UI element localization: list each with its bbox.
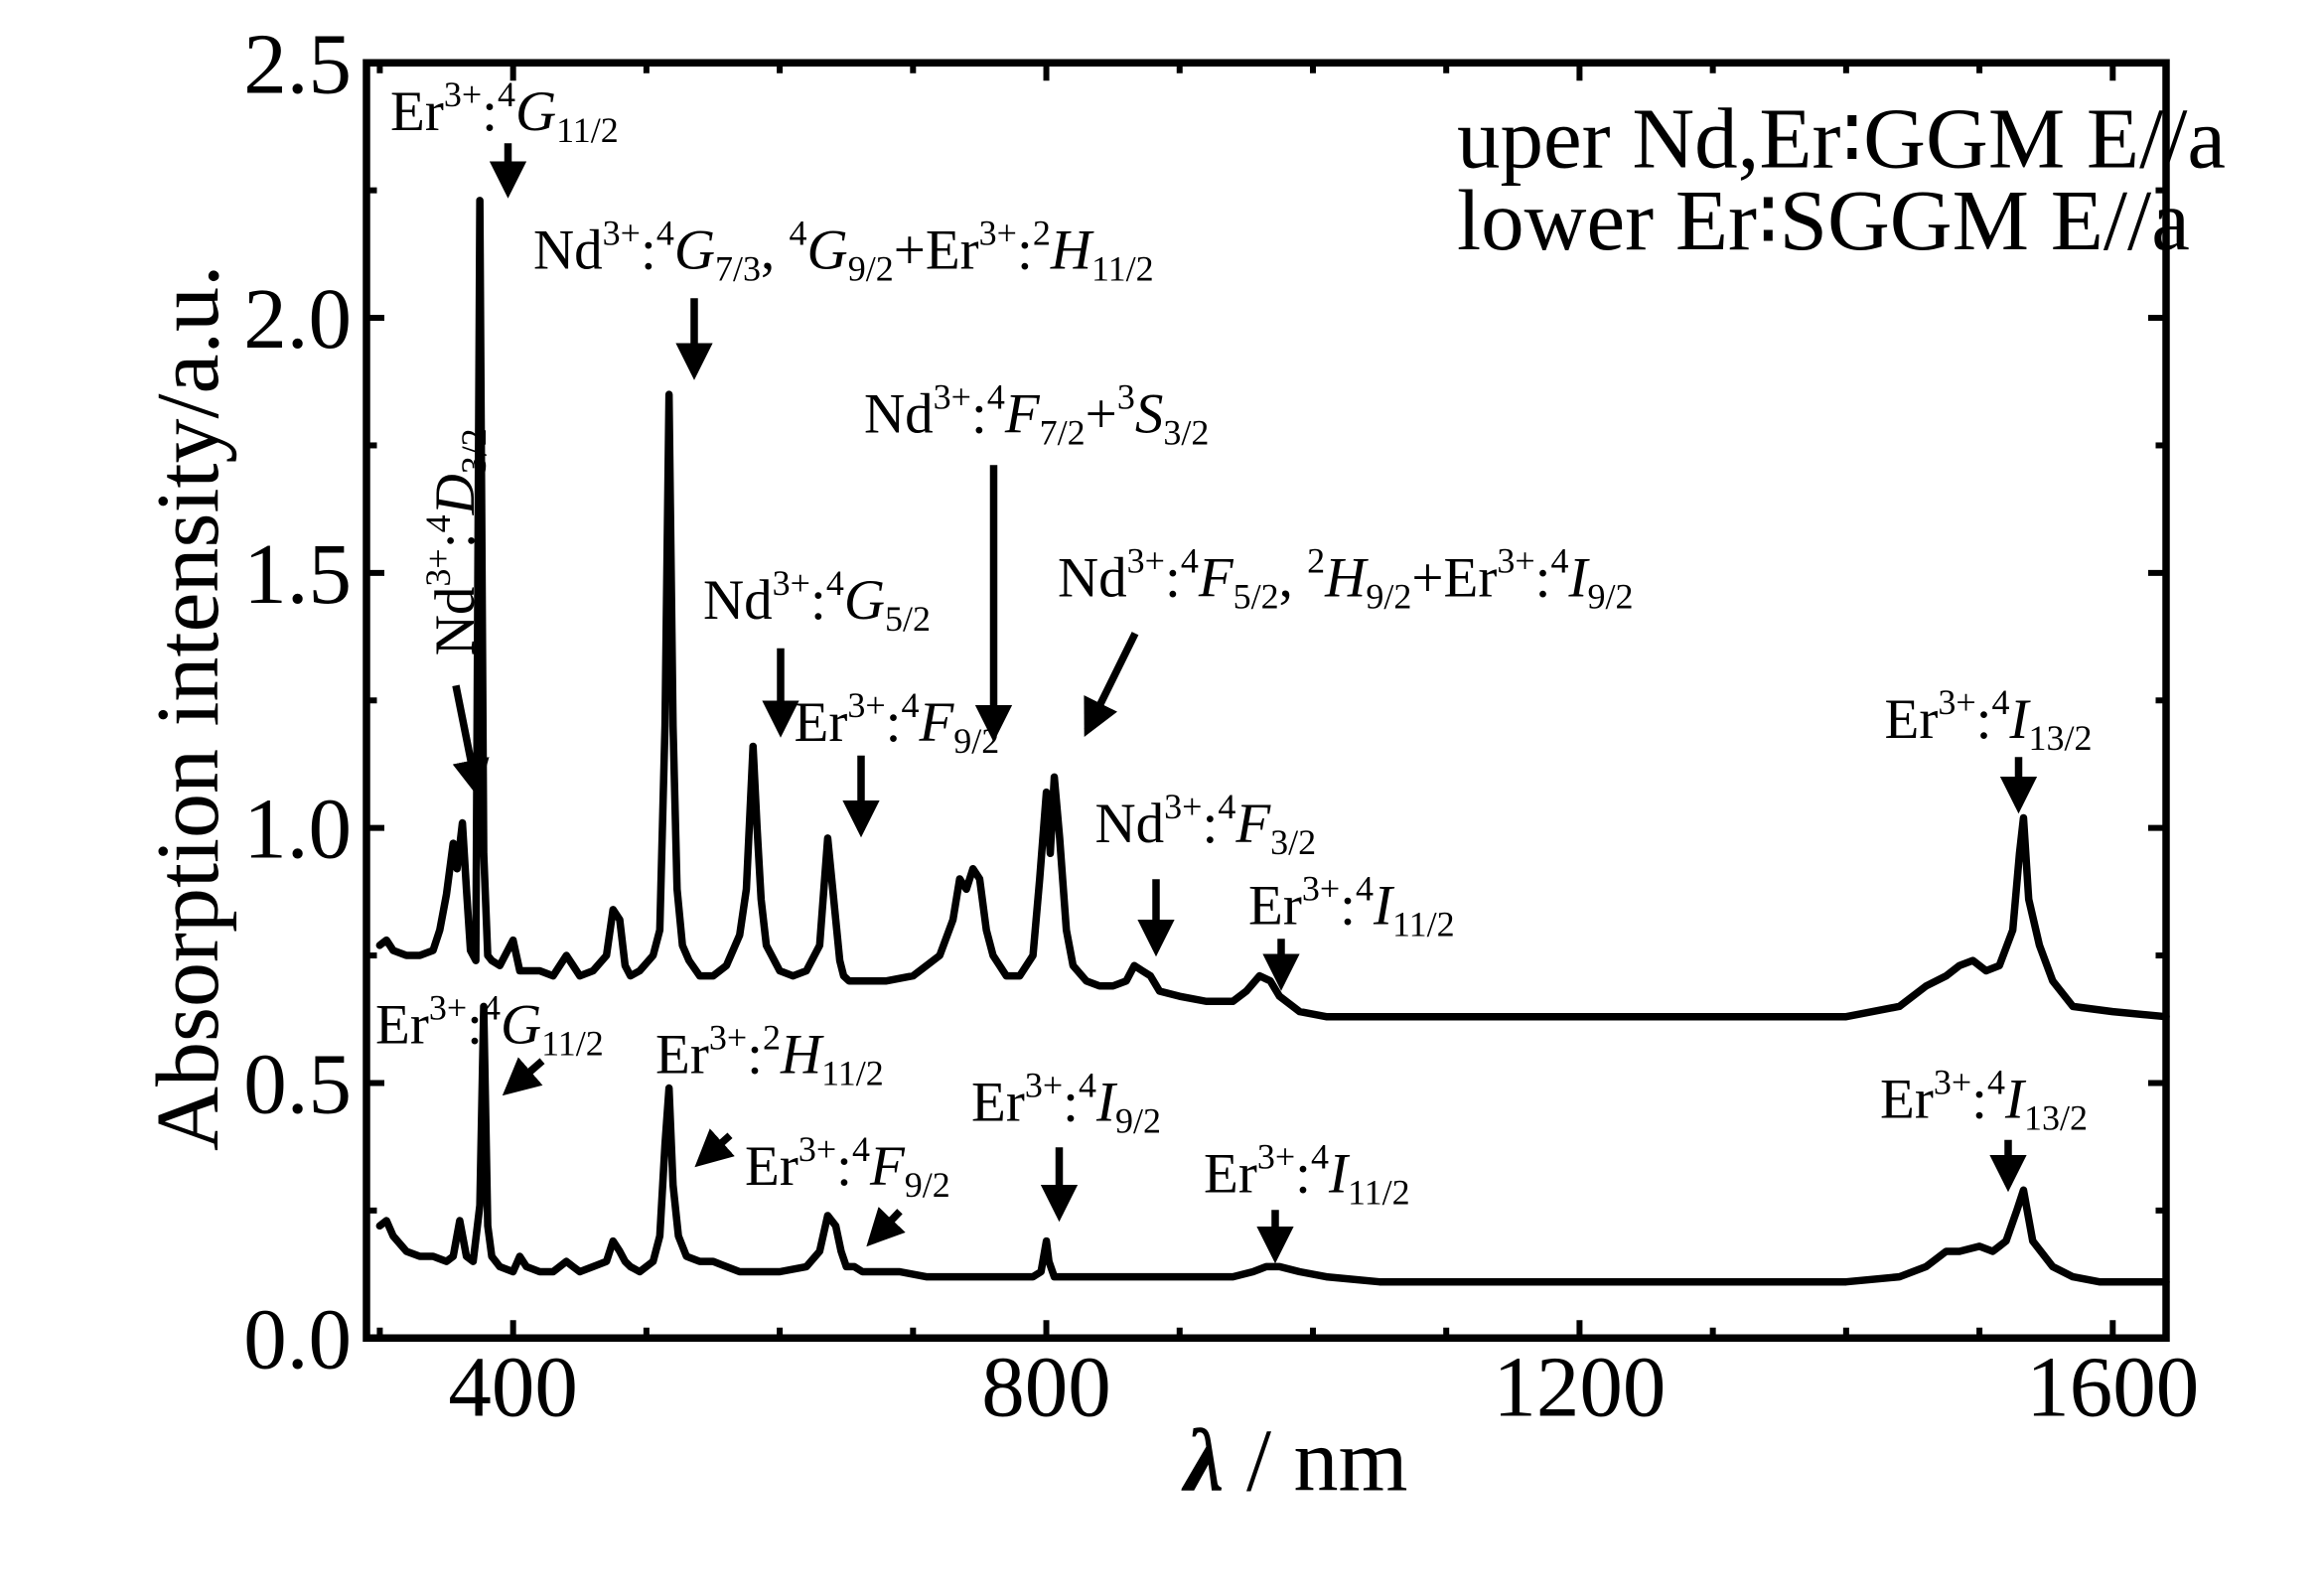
x-tick-label: 800 (981, 1338, 1111, 1434)
series-lower-curve (375, 1002, 2170, 1286)
peak-annotation: Nd3+:4F5/2, 2H9/2+Er3+:4I9/2 (1058, 540, 1633, 737)
y-tick-label: 0.5 (243, 1035, 352, 1131)
peak-annotation-label: Er3+:4I11/2 (1204, 1136, 1410, 1212)
peak-annotation-label: Er3+:4G11/2 (375, 987, 604, 1063)
peak-annotation-label: Nd3+:4G7/3, 4G9/2+Er3+:2H11/2 (533, 213, 1154, 288)
peak-annotation-label: Nd3+:4G5/2 (703, 563, 931, 639)
peak-annotation-label: Er3+:4I13/2 (1885, 682, 2093, 758)
peak-annotation-label: Er3+:4G11/2 (390, 74, 619, 150)
peak-annotation: Er3+:4F9/2 (795, 685, 1000, 838)
peak-annotation-label: Nd3+:4F7/2+3S3/2 (864, 376, 1209, 452)
x-axis-symbol: λ (1181, 1411, 1225, 1510)
peak-annotation-label: Nd3+:4F5/2, 2H9/2+Er3+:4I9/2 (1058, 540, 1633, 616)
peak-annotation-label: Er3+:4F9/2 (795, 685, 1000, 761)
y-tick-label: 0.0 (243, 1290, 352, 1386)
peak-annotation: Er3+:4I13/2 (1885, 682, 2093, 814)
peak-arrow (452, 684, 490, 798)
peak-annotation: Er3+:4G11/2 (390, 74, 619, 199)
peak-annotation: Nd3+:4F7/2+3S3/2 (864, 376, 1209, 743)
peak-annotation-label: Er3+:2H11/2 (655, 1017, 884, 1092)
peak-arrow (502, 1057, 545, 1096)
peak-annotation-label: Er3+:4I9/2 (971, 1065, 1161, 1140)
x-axis-label: λ / nm (1181, 1411, 1408, 1510)
peak-annotation-label: Nd3+:4F3/2 (1095, 787, 1317, 862)
peak-annotation: Nd3+:4G5/2 (703, 563, 931, 738)
peak-annotation: Er3+:4I11/2 (1248, 868, 1455, 991)
peak-annotation: Nd3+:4D3/2 (418, 428, 494, 798)
peak-annotation: Er3+:4F9/2 (745, 1129, 950, 1247)
peak-annotation-label: Er3+:4F9/2 (745, 1129, 950, 1205)
y-axis-label: Absorption intensity/a.u. (139, 265, 237, 1151)
peak-annotation: Er3+:4I9/2 (971, 1065, 1161, 1223)
series-upper-curve (375, 197, 2170, 1021)
x-tick-label: 400 (448, 1338, 577, 1434)
peak-annotation: Er3+:4I13/2 (1880, 1062, 2088, 1193)
peak-annotation-label: Er3+:4I11/2 (1248, 868, 1455, 943)
legend: uper Nd,Er∶GGM E//a lower Er∶SGGM E//a (1457, 89, 2226, 268)
y-tick-label: 1.5 (243, 525, 352, 622)
legend-line-lower: lower Er∶SGGM E//a (1457, 172, 2190, 268)
peak-annotation: Er3+:4G11/2 (375, 987, 604, 1096)
peak-annotations: Er3+:4G11/2 Nd3+:4G7/3, 4G9/2+Er3+:2H11/2… (375, 74, 2093, 1264)
x-axis-ticks: 400 800 1200 1600 (376, 63, 2199, 1434)
peak-arrow (866, 1207, 906, 1247)
peak-arrow (1084, 632, 1139, 737)
peak-annotation: Er3+:4I11/2 (1204, 1136, 1410, 1264)
peak-annotation: Nd3+:4F3/2 (1095, 787, 1317, 957)
spectrum-curves (375, 197, 2170, 1286)
peak-annotation-label: Er3+:4I13/2 (1880, 1062, 2088, 1137)
x-tick-label: 1200 (1493, 1338, 1666, 1434)
legend-line-upper: uper Nd,Er∶GGM E//a (1457, 89, 2226, 186)
x-axis-unit: / nm (1246, 1411, 1408, 1510)
peak-annotation: Er3+:2H11/2 (655, 1017, 884, 1168)
x-tick-label: 1600 (2026, 1338, 2199, 1434)
peak-annotation-label: Nd3+:4D3/2 (418, 428, 494, 655)
y-tick-label: 1.0 (243, 781, 352, 877)
peak-annotation: Nd3+:4G7/3, 4G9/2+Er3+:2H11/2 (533, 213, 1154, 380)
y-tick-label: 2.5 (243, 15, 352, 111)
y-tick-label: 2.0 (243, 270, 352, 366)
y-axis-ticks: 0.0 0.5 1.0 1.5 2.0 2.5 (243, 15, 2166, 1386)
peak-arrow (694, 1128, 735, 1168)
